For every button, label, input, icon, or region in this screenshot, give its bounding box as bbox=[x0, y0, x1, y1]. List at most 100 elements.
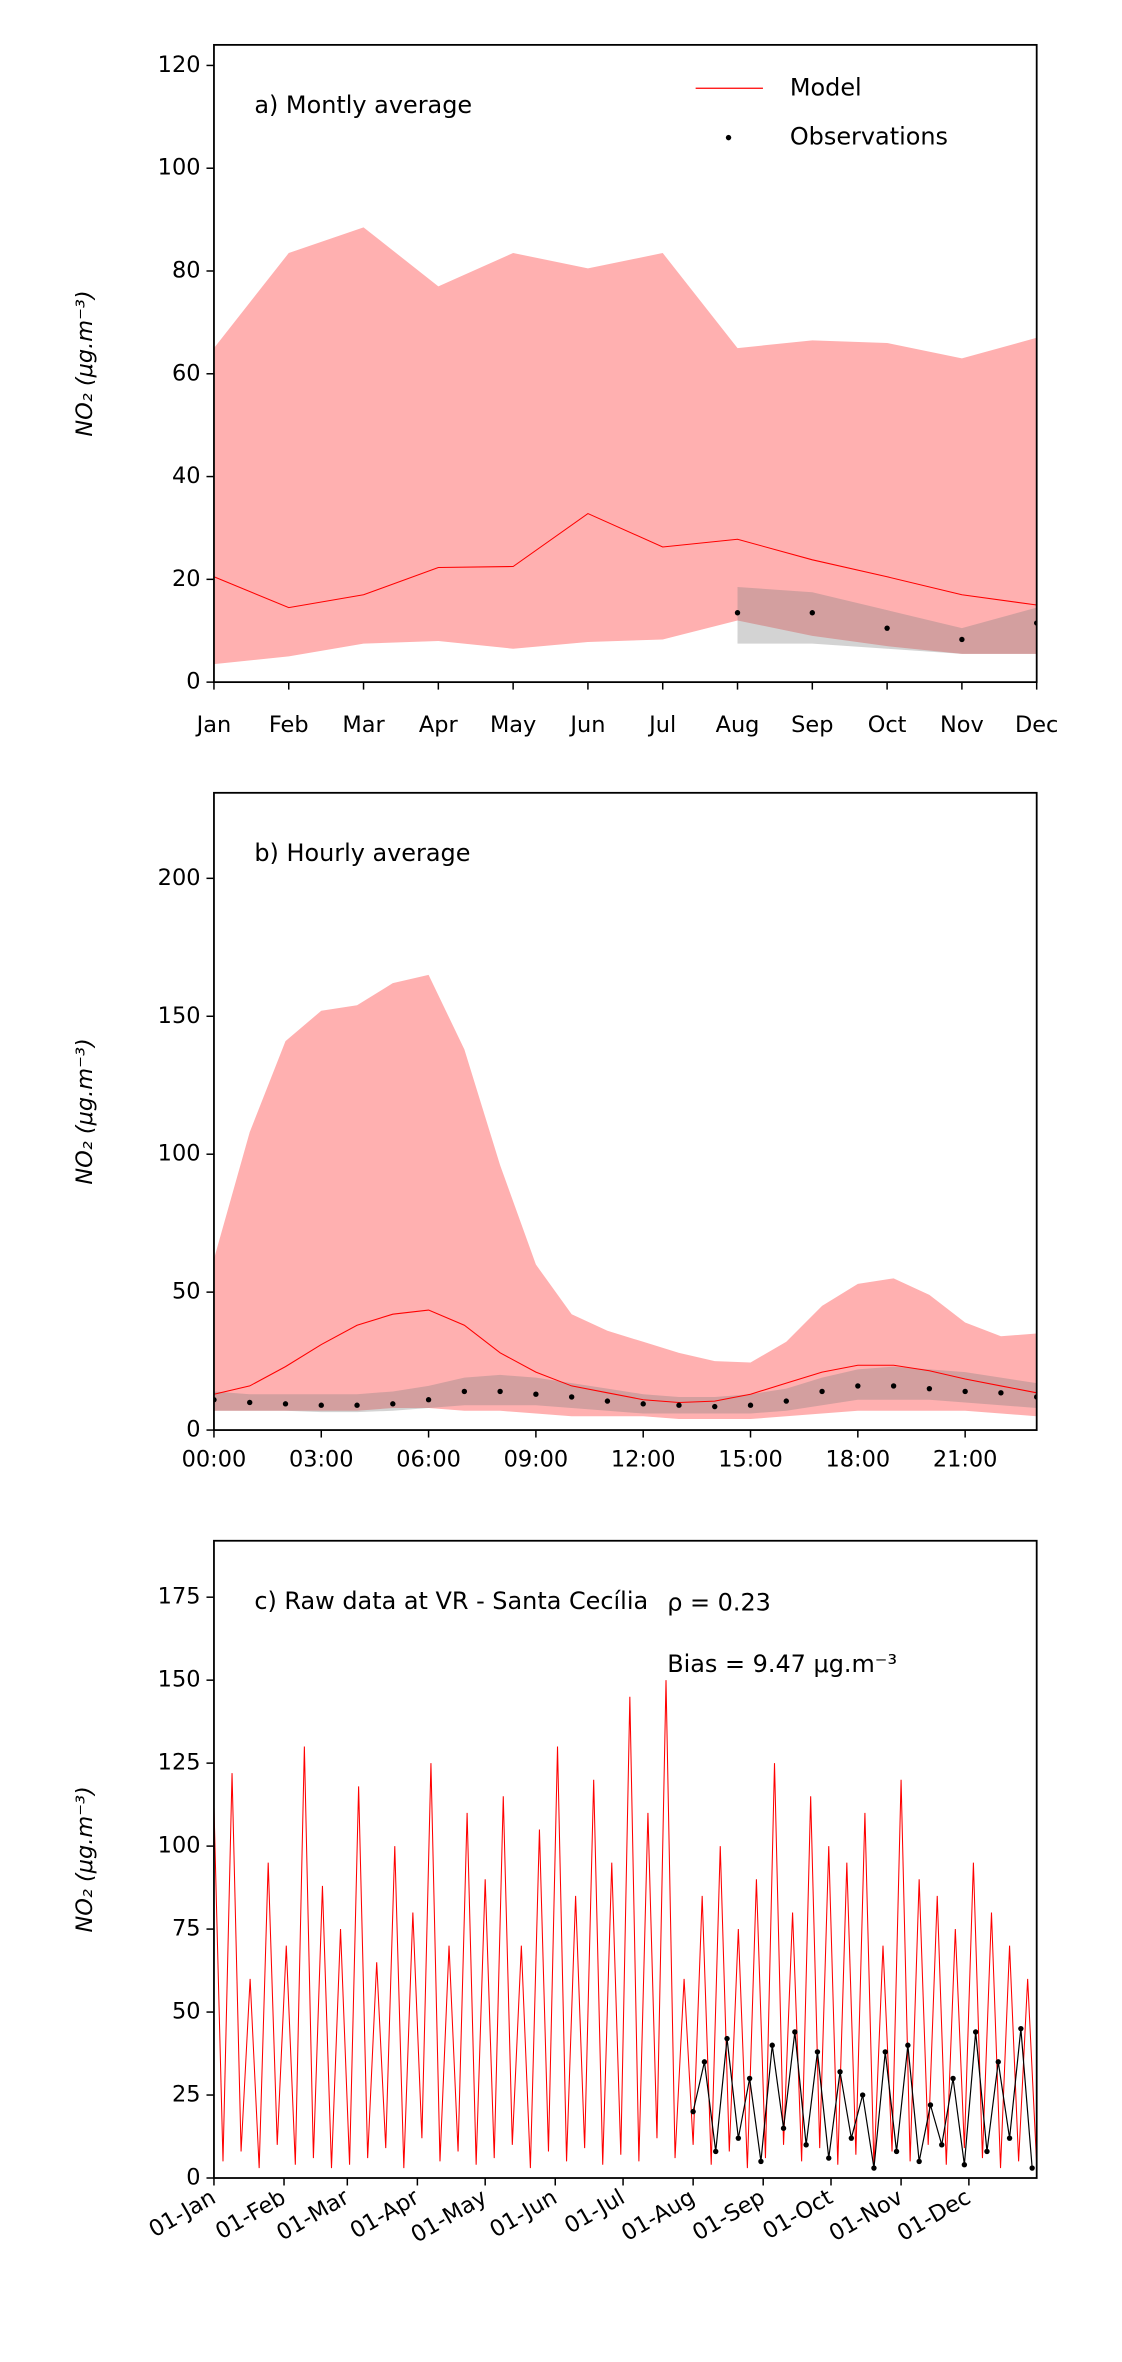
y-tick-label: 150 bbox=[158, 1667, 201, 1693]
point bbox=[959, 636, 965, 643]
point bbox=[882, 2049, 888, 2055]
axes-frame bbox=[213, 791, 1038, 1431]
point bbox=[927, 2102, 934, 2108]
point bbox=[354, 1402, 360, 1408]
y-tick-label: 200 bbox=[158, 865, 201, 891]
point bbox=[819, 1388, 825, 1395]
x-tick-label: Dec bbox=[1015, 712, 1058, 738]
point bbox=[998, 1390, 1004, 1396]
x-tick-label: 00:00 bbox=[182, 1446, 247, 1472]
x-tick-label: 01-May bbox=[407, 2184, 492, 2248]
point bbox=[814, 2049, 821, 2055]
y-tick-label: 100 bbox=[158, 1833, 201, 1859]
point bbox=[780, 2125, 787, 2131]
y-tick-label: 75 bbox=[172, 1916, 201, 1942]
point bbox=[792, 2029, 798, 2035]
panel-title: b) Hourly average bbox=[254, 839, 470, 867]
point bbox=[282, 1401, 289, 1407]
point bbox=[390, 1401, 396, 1407]
x-tick-label: Feb bbox=[269, 712, 309, 738]
x-tick-label: 12:00 bbox=[611, 1446, 676, 1472]
y-tick-label: 0 bbox=[186, 669, 200, 695]
annotation: ρ = 0.23 bbox=[667, 1589, 771, 1617]
point bbox=[950, 2075, 956, 2082]
x-tick-label: Mar bbox=[342, 712, 385, 738]
point bbox=[1029, 2165, 1035, 2171]
point bbox=[1006, 2135, 1013, 2141]
point bbox=[746, 2075, 753, 2082]
x-tick-label: Jan bbox=[195, 712, 232, 738]
point bbox=[533, 1391, 539, 1397]
point bbox=[568, 1394, 575, 1400]
point bbox=[962, 1388, 968, 1395]
point bbox=[884, 625, 890, 631]
y-tick-label: 40 bbox=[172, 463, 201, 489]
point bbox=[676, 1402, 682, 1408]
point bbox=[713, 2148, 719, 2155]
point bbox=[735, 2135, 742, 2141]
point bbox=[837, 2069, 843, 2075]
point bbox=[855, 1383, 861, 1389]
x-tick-label: 21:00 bbox=[933, 1446, 998, 1472]
x-tick-label: 01-Nov bbox=[825, 2184, 908, 2247]
x-tick-label: 01-Sep bbox=[688, 2184, 769, 2246]
x-tick-label: 01-Jun bbox=[485, 2184, 561, 2243]
point bbox=[247, 1399, 253, 1406]
legend-label: Observations bbox=[790, 123, 948, 151]
point bbox=[425, 1397, 432, 1403]
line bbox=[213, 512, 1037, 609]
y-tick-label: 120 bbox=[158, 52, 201, 78]
legend-marker bbox=[725, 134, 732, 141]
x-tick-label: 09:00 bbox=[504, 1446, 569, 1472]
point bbox=[318, 1402, 324, 1408]
point bbox=[961, 2162, 968, 2168]
y-tick-label: 125 bbox=[158, 1750, 201, 1776]
y-axis-label: NO₂ (μg.m⁻³) bbox=[72, 290, 98, 436]
band bbox=[213, 1366, 1037, 1414]
point bbox=[893, 2148, 900, 2155]
point bbox=[890, 1383, 897, 1389]
x-tick-label: Apr bbox=[419, 712, 459, 738]
point bbox=[905, 2042, 911, 2048]
panel-title: a) Montly average bbox=[254, 91, 472, 119]
y-tick-label: 175 bbox=[158, 1584, 201, 1610]
x-tick-label: 01-Mar bbox=[272, 2184, 354, 2246]
point bbox=[803, 2142, 809, 2148]
legend-label: Model bbox=[790, 73, 862, 101]
y-tick-label: 100 bbox=[158, 155, 201, 181]
annotation: Bias = 9.47 μg.m⁻³ bbox=[667, 1650, 897, 1678]
y-tick-label: 0 bbox=[186, 2165, 200, 2191]
point bbox=[939, 2142, 945, 2148]
x-tick-label: Aug bbox=[716, 712, 760, 738]
point bbox=[783, 1398, 789, 1404]
point bbox=[497, 1388, 503, 1395]
point bbox=[848, 2135, 855, 2141]
band bbox=[213, 227, 1037, 665]
point bbox=[712, 1403, 718, 1410]
point bbox=[809, 610, 816, 616]
x-tick-label: Oct bbox=[868, 712, 907, 738]
x-tick-label: May bbox=[490, 712, 536, 738]
y-tick-label: 80 bbox=[172, 257, 201, 283]
axes-frame bbox=[213, 43, 1038, 684]
plot-area bbox=[213, 1680, 1037, 2171]
x-tick-label: Jul bbox=[647, 712, 676, 738]
point bbox=[724, 2035, 730, 2042]
y-tick-label: 50 bbox=[172, 1279, 201, 1305]
y-tick-label: 150 bbox=[158, 1003, 201, 1029]
point bbox=[1018, 2025, 1024, 2032]
point bbox=[995, 2059, 1001, 2065]
point bbox=[972, 2029, 979, 2035]
x-tick-label: 06:00 bbox=[396, 1446, 461, 1472]
plot-area bbox=[213, 974, 1037, 1420]
x-tick-label: Jun bbox=[568, 712, 605, 738]
y-tick-label: 60 bbox=[172, 360, 201, 386]
x-tick-label: 15:00 bbox=[718, 1446, 783, 1472]
point bbox=[690, 2108, 696, 2115]
y-tick-label: 100 bbox=[158, 1141, 201, 1167]
band bbox=[213, 974, 1037, 1420]
point bbox=[871, 2165, 877, 2171]
x-tick-label: 01-Dec bbox=[893, 2184, 975, 2247]
